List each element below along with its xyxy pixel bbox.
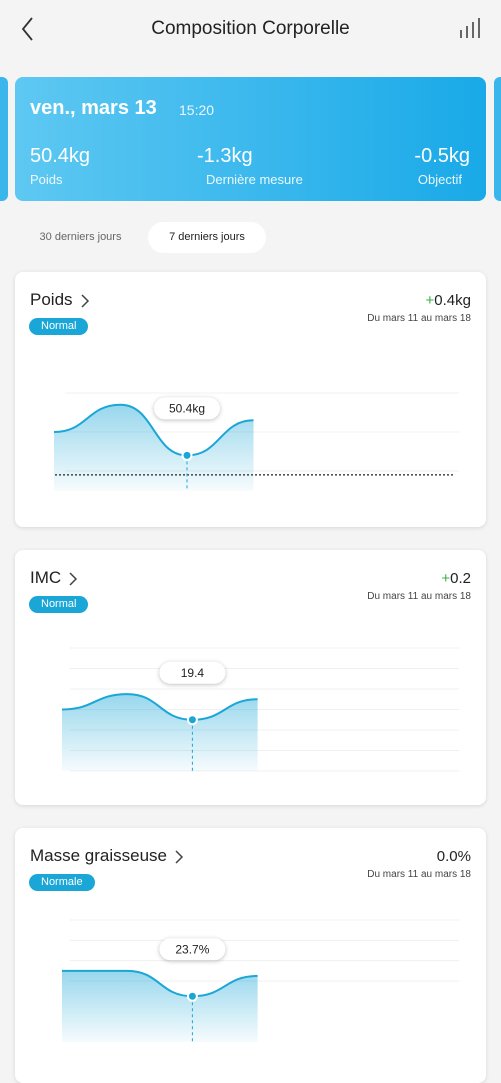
date-range: Du mars 11 au mars 18 — [367, 869, 471, 880]
status-badge: Normal — [29, 318, 89, 335]
metric-value: -0.5kg — [414, 145, 470, 167]
tooltip: 19.4 — [159, 661, 226, 684]
line-series — [61, 693, 258, 721]
summary-time: 15:20 — [179, 102, 215, 118]
back-button[interactable] — [20, 16, 36, 42]
change-value: 0.0% — [436, 848, 471, 865]
status-badge: Normal — [29, 596, 89, 613]
prev-card — [0, 77, 8, 201]
next-card — [494, 77, 501, 201]
line-series — [53, 403, 254, 457]
status-badge: Normale — [29, 874, 95, 891]
date-range: Du mars 11 au mars 18 — [367, 591, 471, 602]
chart: 50515203/1103/1203/1303/1403/1603/1703/1… — [53, 392, 459, 491]
date-range: Du mars 11 au mars 18 — [367, 313, 471, 324]
line-area — [62, 970, 258, 1042]
metric-card: IMC Normal +0.2 Du mars 11 au mars 18 20,820… — [15, 550, 486, 805]
tooltip-label: 19.4 — [181, 666, 205, 680]
card-title[interactable]: IMC — [30, 568, 62, 587]
line-series — [61, 969, 258, 998]
chevron-path — [69, 572, 78, 586]
tooltip-box — [154, 397, 220, 420]
tooltip-box — [159, 938, 226, 961]
summary-date: ven., mars 13 — [30, 97, 157, 119]
card-title[interactable]: Poids — [30, 290, 73, 309]
focus-point — [186, 990, 198, 1002]
metric-value: -1.3kg — [197, 145, 253, 167]
card-title[interactable]: Masse graisseuse — [30, 846, 168, 865]
metric-label: Poids — [30, 172, 63, 187]
line-area — [62, 694, 258, 771]
metric-label: Objectif — [417, 172, 462, 187]
focus-point — [181, 449, 193, 461]
stats-button[interactable] — [459, 18, 483, 40]
chart: 25,224,824,424,023.7% — [61, 919, 460, 1042]
tooltip: 23.7% — [159, 938, 226, 961]
line-area — [54, 404, 254, 491]
chevron — [69, 572, 78, 586]
summary-card: ven., mars 13 15:20 50.4kg Poids -1.3kg … — [15, 77, 486, 201]
chevron — [81, 294, 90, 308]
tab-active[interactable]: 7 derniers jours — [148, 222, 266, 253]
metric-label: Dernière mesure — [206, 172, 303, 187]
change-value: +0.2 — [441, 570, 471, 587]
screen: Composition Corporelle ven., mars 13 15:… — [0, 16, 501, 1083]
header-title: Composition Corporelle — [151, 18, 350, 39]
chevron — [175, 850, 184, 864]
tooltip-box — [159, 661, 226, 684]
tooltip-label: 50.4kg — [169, 401, 205, 415]
chevron-path — [81, 294, 90, 308]
chevron-path — [175, 850, 184, 864]
tab[interactable]: 30 derniers jours — [39, 231, 122, 243]
tooltip: 50.4kg — [154, 397, 220, 420]
chart: 20,820,420,019,619,218,818,403/1103/1203… — [61, 647, 460, 772]
metric-card: Poids Normal +0.4kg Du mars 11 au mars 18 50… — [15, 272, 486, 527]
tooltip-label: 23.7% — [175, 942, 209, 956]
metric-value: 50.4kg — [30, 145, 91, 167]
change-value: +0.4kg — [425, 292, 471, 309]
focus-point — [186, 714, 198, 726]
metric-card: Masse graisseuse Normale 0.0% Du mars 11 au… — [15, 828, 486, 1083]
